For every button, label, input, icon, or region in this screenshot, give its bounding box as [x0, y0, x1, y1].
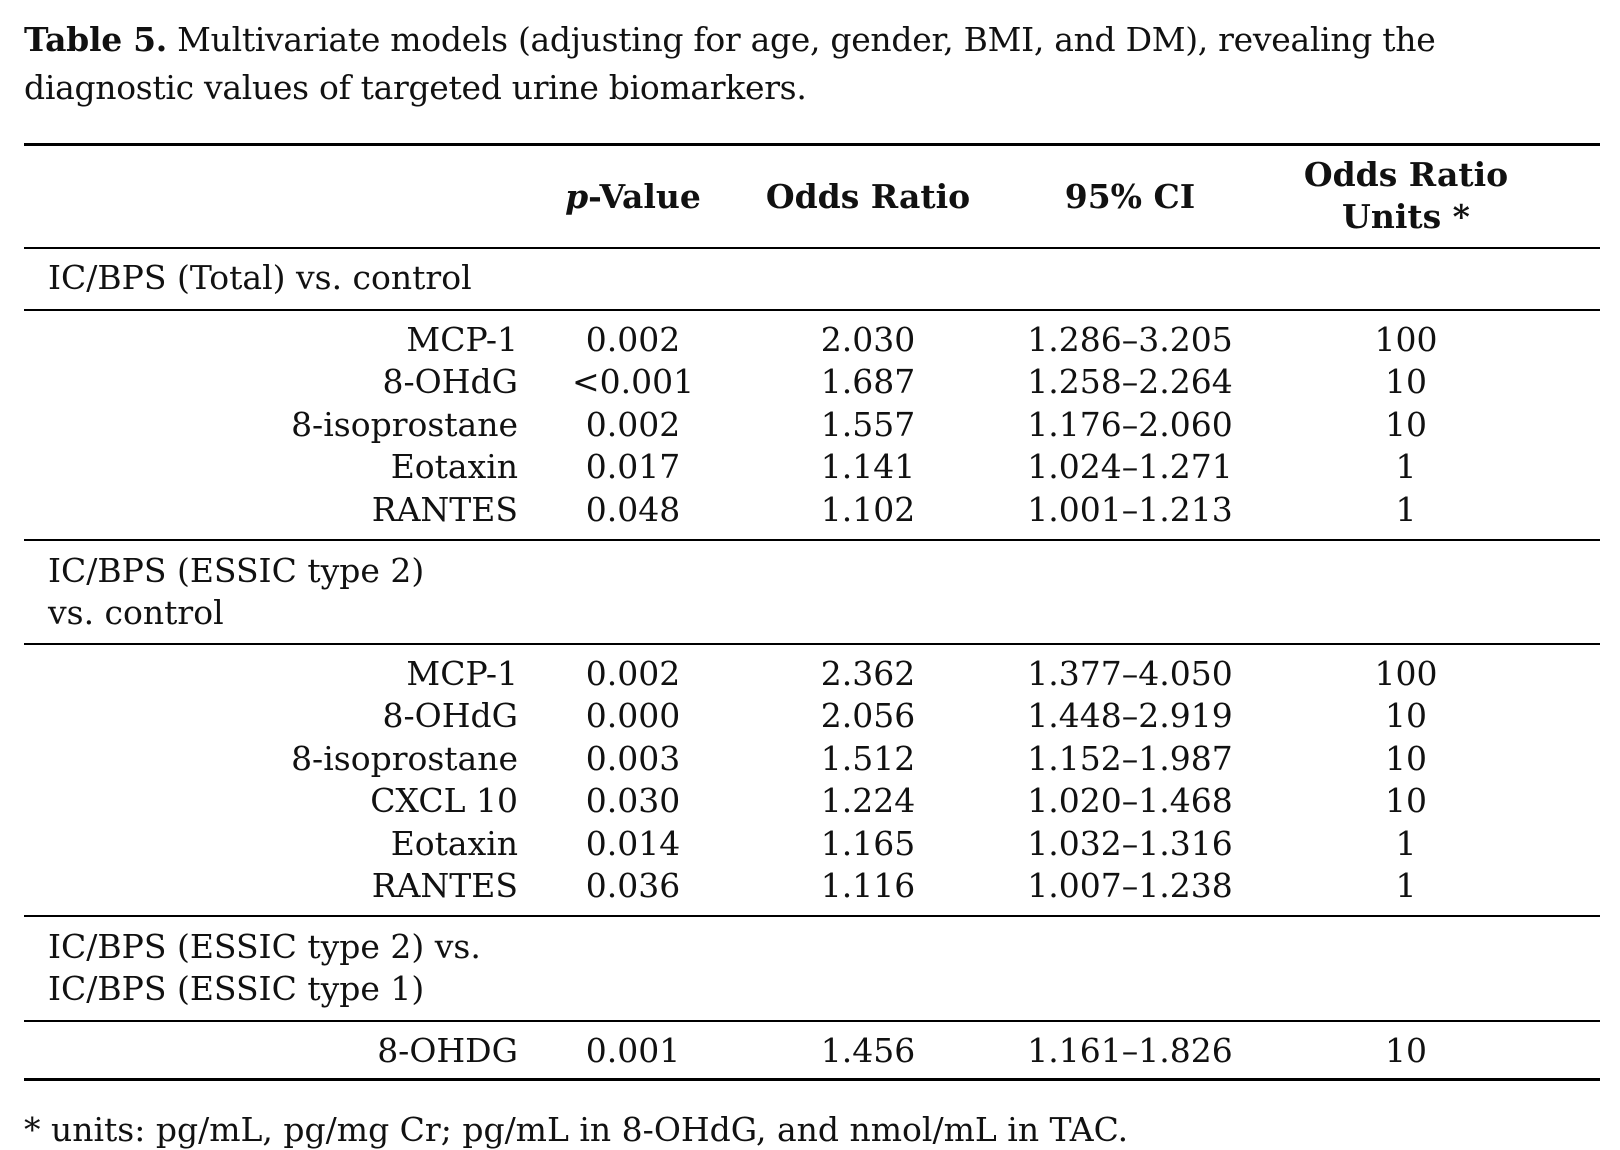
odds-ratio: 2.030 [820, 320, 916, 359]
table-row: RANTES 0.036 1.116 1.007–1.238 1 [0, 864, 1620, 908]
units: 1 [1395, 866, 1417, 905]
biomarker-name: RANTES [371, 866, 518, 905]
confidence-interval: 1.152–1.987 [1027, 739, 1233, 778]
units: 10 [1385, 362, 1427, 401]
odds-ratio: 1.116 [820, 866, 916, 905]
table-row: CXCL 10 0.030 1.224 1.020–1.468 10 [0, 779, 1620, 823]
biomarker-name: 8-OHDG [377, 1031, 518, 1070]
confidence-interval: 1.001–1.213 [1027, 490, 1233, 529]
units: 100 [1374, 654, 1438, 693]
group-rule [24, 1020, 1600, 1022]
units: 10 [1385, 781, 1427, 820]
header-bottom-rule [24, 247, 1600, 249]
group-label: IC/BPS (Total) vs. control [48, 258, 472, 297]
odds-ratio: 1.512 [820, 739, 916, 778]
odds-ratio: 1.102 [820, 490, 916, 529]
confidence-interval: 1.258–2.264 [1027, 362, 1233, 401]
biomarker-name: 8-OHdG [382, 696, 518, 735]
p-value: 0.036 [585, 866, 681, 905]
confidence-interval: 1.448–2.919 [1027, 696, 1233, 735]
odds-ratio: 1.456 [820, 1031, 916, 1070]
biomarker-name: CXCL 10 [370, 781, 518, 820]
biomarker-name: MCP-1 [406, 320, 518, 359]
p-value: 0.002 [585, 405, 681, 444]
biomarker-name: 8-isoprostane [291, 405, 518, 444]
units: 10 [1385, 405, 1427, 444]
caption-text: Multivariate models (adjusting for age, … [24, 20, 1436, 107]
group-label: IC/BPS (ESSIC type 2) vs. control [48, 551, 425, 632]
group-rule [24, 539, 1600, 541]
units: 1 [1395, 447, 1417, 486]
biomarker-name: 8-isoprostane [291, 739, 518, 778]
odds-ratio: 1.141 [820, 447, 916, 486]
table-caption: Table 5. Multivariate models (adjusting … [24, 16, 1604, 112]
p-value: 0.000 [585, 696, 681, 735]
odds-ratio: 2.056 [820, 696, 916, 735]
biomarker-name: MCP-1 [406, 654, 518, 693]
p-value: <0.001 [571, 362, 695, 401]
units: 10 [1385, 696, 1427, 735]
odds-ratio: 2.362 [820, 654, 916, 693]
table-row: 8-OHDG 0.001 1.456 1.161–1.826 10 [0, 1029, 1620, 1073]
confidence-interval: 1.161–1.826 [1027, 1031, 1233, 1070]
units: 100 [1374, 320, 1438, 359]
header-95-ci: 95% CI [1064, 177, 1196, 216]
confidence-interval: 1.007–1.238 [1027, 866, 1233, 905]
table-row: 8-isoprostane 0.003 1.512 1.152–1.987 10 [0, 737, 1620, 781]
odds-ratio: 1.687 [820, 362, 916, 401]
p-value: 0.030 [585, 781, 681, 820]
p-value: 0.014 [585, 824, 681, 863]
biomarker-name: 8-OHdG [382, 362, 518, 401]
p-value: 0.002 [585, 320, 681, 359]
confidence-interval: 1.032–1.316 [1027, 824, 1233, 863]
table-footnote: * units: pg/mL, pg/mg Cr; pg/mL in 8-OHd… [24, 1110, 1129, 1149]
confidence-interval: 1.377–4.050 [1027, 654, 1233, 693]
odds-ratio: 1.165 [820, 824, 916, 863]
p-value: 0.017 [585, 447, 681, 486]
table-top-rule [24, 143, 1600, 146]
confidence-interval: 1.286–3.205 [1027, 320, 1233, 359]
odds-ratio: 1.224 [820, 781, 916, 820]
group-label: IC/BPS (ESSIC type 2) vs. IC/BPS (ESSIC … [48, 927, 481, 1008]
biomarker-name: Eotaxin [390, 447, 518, 486]
odds-ratio: 1.557 [820, 405, 916, 444]
group-rule [24, 643, 1600, 645]
confidence-interval: 1.176–2.060 [1027, 405, 1233, 444]
table-row: MCP-1 0.002 2.030 1.286–3.205 100 [0, 318, 1620, 362]
units: 10 [1385, 739, 1427, 778]
table-row: 8-isoprostane 0.002 1.557 1.176–2.060 10 [0, 403, 1620, 447]
table-row: Eotaxin 0.014 1.165 1.032–1.316 1 [0, 822, 1620, 866]
p-value: 0.003 [585, 739, 681, 778]
table-bottom-rule [24, 1078, 1600, 1081]
header-p-value: p-Value [565, 177, 701, 216]
table-row: Eotaxin 0.017 1.141 1.024–1.271 1 [0, 445, 1620, 489]
header-odds-ratio-units: Odds Ratio Units * [1303, 155, 1509, 236]
table-row: MCP-1 0.002 2.362 1.377–4.050 100 [0, 652, 1620, 696]
units: 1 [1395, 824, 1417, 863]
table-row: RANTES 0.048 1.102 1.001–1.213 1 [0, 488, 1620, 532]
group-rule [24, 915, 1600, 917]
table-row: 8-OHdG 0.000 2.056 1.448–2.919 10 [0, 694, 1620, 738]
caption-label: Table 5. [24, 20, 167, 59]
p-value: 0.048 [585, 490, 681, 529]
group-rule [24, 309, 1600, 311]
biomarker-name: Eotaxin [390, 824, 518, 863]
p-value: 0.001 [585, 1031, 681, 1070]
p-value: 0.002 [585, 654, 681, 693]
units: 10 [1385, 1031, 1427, 1070]
confidence-interval: 1.020–1.468 [1027, 781, 1233, 820]
table-row: 8-OHdG <0.001 1.687 1.258–2.264 10 [0, 360, 1620, 404]
confidence-interval: 1.024–1.271 [1027, 447, 1233, 486]
units: 1 [1395, 490, 1417, 529]
biomarker-name: RANTES [371, 490, 518, 529]
header-odds-ratio: Odds Ratio [765, 177, 971, 216]
